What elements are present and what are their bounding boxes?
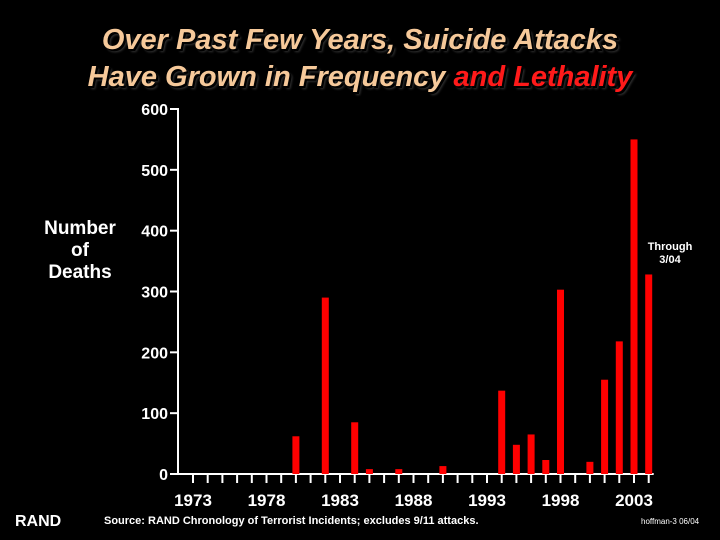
annotation-line-2: 3/04	[659, 254, 681, 266]
x-tick-label: 1973	[174, 491, 212, 510]
bar	[557, 289, 564, 474]
x-tick-label: 1978	[248, 491, 286, 510]
bar	[601, 379, 609, 474]
bar	[498, 390, 506, 474]
y-tick-label: 300	[141, 285, 168, 302]
title-line-2-main: Have Grown in Frequency	[87, 61, 446, 93]
title-accent: and Lethality	[453, 61, 633, 93]
y-axis-label-line-2: of	[71, 240, 89, 261]
bar	[542, 460, 550, 474]
bar	[512, 444, 520, 474]
title-line-1: Over Past Few Years, Suicide Attacks	[101, 24, 619, 56]
footnote: hoffman-3 06/04	[641, 517, 700, 526]
y-tick-label: 400	[141, 224, 168, 241]
y-tick-label: 600	[141, 102, 168, 119]
x-tick-label: 1983	[321, 491, 359, 510]
bar	[630, 139, 638, 474]
bar	[292, 436, 300, 474]
x-tick-label: 1988	[395, 491, 433, 510]
bar	[615, 341, 623, 474]
rand-logo: RAND	[15, 513, 62, 530]
annotation-line-1: Through	[648, 241, 693, 253]
bar	[321, 297, 329, 474]
x-tick-label: 1993	[468, 491, 506, 510]
bar	[365, 469, 373, 474]
bar	[439, 466, 447, 474]
y-axis-label-line-1: Number	[44, 218, 116, 239]
y-axis-label-line-3: Deaths	[48, 262, 112, 283]
y-axis-label: Number of Deaths	[30, 218, 130, 284]
bar	[351, 422, 359, 474]
y-tick-label: 100	[141, 406, 168, 423]
title-line-2: Have Grown in Frequency and Lethality	[0, 59, 720, 96]
chart-title: Over Past Few Years, Suicide Attacks Hav…	[0, 22, 720, 96]
y-tick-label: 500	[141, 163, 168, 180]
bar	[395, 469, 403, 474]
source-note: Source: RAND Chronology of Terrorist Inc…	[104, 515, 479, 527]
y-tick-label: 200	[141, 345, 168, 362]
x-tick-label: 2003	[615, 491, 653, 510]
bar	[645, 274, 653, 474]
bar	[586, 461, 594, 474]
y-tick-label: 0	[159, 467, 168, 484]
x-tick-label: 1998	[542, 491, 580, 510]
bar	[527, 434, 535, 474]
